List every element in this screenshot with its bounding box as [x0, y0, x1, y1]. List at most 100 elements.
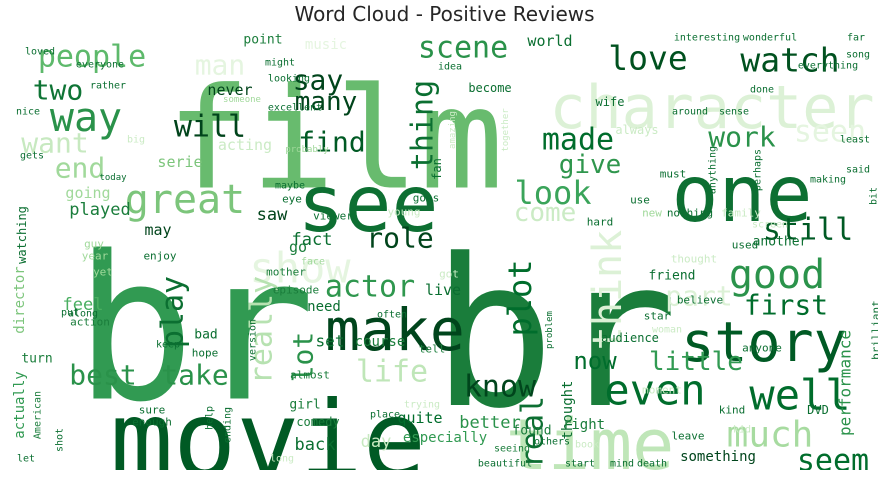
word-star: star [644, 310, 671, 323]
word-kid: kid [733, 425, 751, 436]
word-see: see [298, 160, 439, 250]
word-enough: enough [132, 416, 172, 429]
word-episode: episode [273, 284, 319, 297]
word-first: first [744, 289, 828, 322]
word-time: time [506, 404, 675, 470]
word-today: today [99, 173, 127, 183]
word-nothing: nothing [667, 207, 713, 220]
word-acting: acting [218, 136, 272, 154]
word-little: little [649, 347, 743, 377]
word-scene: scene [418, 31, 508, 66]
word-going: going [65, 184, 110, 202]
word-screen: screen [752, 220, 788, 231]
word-year: year [82, 250, 109, 263]
word-big: big [127, 135, 145, 146]
word-kind: kind [719, 404, 746, 417]
word-want: want [21, 127, 88, 160]
word-making: making [810, 175, 846, 186]
word-best: best [69, 359, 136, 392]
word-end: end [55, 152, 106, 185]
word-help: help [205, 406, 216, 430]
word-thought: thought [560, 380, 576, 439]
word-comedy: comedy [296, 415, 339, 429]
word-others: others [534, 437, 570, 448]
word-part: part [665, 280, 732, 313]
word-hard: hard [587, 216, 614, 229]
word-become: become [468, 81, 511, 95]
chart-title: Word Cloud - Positive Reviews [294, 2, 595, 26]
word-still: still [763, 213, 853, 248]
word-people: people [38, 40, 146, 75]
word-point: point [243, 33, 282, 48]
word-performance: performance [836, 330, 855, 436]
word-use: use [630, 194, 650, 207]
word-seem: seem [797, 444, 869, 471]
word-together: together [501, 108, 511, 152]
word-shot: shot [55, 428, 66, 452]
word-action: action [70, 316, 110, 329]
word-many: many [295, 87, 358, 117]
word-man: man [195, 49, 246, 82]
word-friend: friend [649, 269, 696, 284]
word-take: take [161, 359, 228, 392]
word-brilliant: brilliant [870, 300, 879, 360]
word-actor: actor [325, 270, 415, 305]
word-way: way [50, 95, 122, 141]
word-face: face [301, 257, 325, 268]
word-come: come [514, 198, 577, 228]
word-never: never [207, 81, 252, 99]
word-far: far [847, 33, 865, 44]
word-trying: trying [404, 400, 440, 411]
word-quite: quite [397, 409, 442, 427]
word-wife: wife [596, 95, 625, 109]
word-watch: watch [740, 41, 839, 80]
word-anything: anything [708, 146, 719, 194]
word-thing: thing [406, 80, 441, 170]
word-family: family [721, 207, 761, 220]
word-anyone: anyone [742, 342, 782, 355]
word-lot: lot [287, 332, 320, 383]
word-much: much [727, 415, 814, 456]
word-bit: bit [869, 187, 879, 205]
word-make: make [325, 296, 465, 364]
word-interesting: interesting [674, 33, 740, 44]
word-almost: almost [290, 369, 330, 382]
word-think: think [585, 230, 631, 350]
word-turn: turn [21, 352, 52, 367]
word-fan: fan [430, 158, 444, 180]
word-day: day [361, 432, 392, 452]
word-keep: keep [156, 340, 180, 351]
word-work: work [708, 121, 776, 154]
word-version: version [248, 319, 259, 361]
word-dvd: DVD [807, 403, 829, 417]
word-one: one [672, 150, 813, 240]
word-real: real [516, 396, 551, 468]
word-gets: gets [20, 151, 44, 162]
word-know: know [464, 370, 537, 405]
word-looking: looking [268, 74, 310, 85]
word-everything: everything [798, 61, 858, 72]
word-will: will [174, 110, 246, 145]
word-course: course [355, 334, 406, 350]
word-got: got [439, 268, 459, 281]
word-live: live [425, 281, 461, 299]
word-find: find [298, 126, 365, 159]
word-better: better [459, 413, 520, 433]
word-made: made [542, 123, 614, 158]
word-loved: loved [25, 47, 55, 58]
word-yet: yet [93, 266, 113, 279]
word-american: American [33, 391, 44, 439]
word-viewer: viewer [313, 210, 353, 223]
word-moment: moment [642, 384, 682, 397]
word-mind: mind [610, 459, 634, 470]
word-leave: leave [671, 430, 704, 443]
word-place: place [370, 410, 400, 421]
word-now: now [573, 347, 617, 375]
word-look: look [514, 174, 591, 212]
word-must: must [660, 168, 687, 181]
word-enjoy: enjoy [143, 250, 176, 263]
word-ending: ending [223, 407, 234, 443]
word-back: back [295, 435, 336, 455]
word-hope: hope [192, 347, 219, 360]
word-fact: fact [292, 230, 333, 250]
